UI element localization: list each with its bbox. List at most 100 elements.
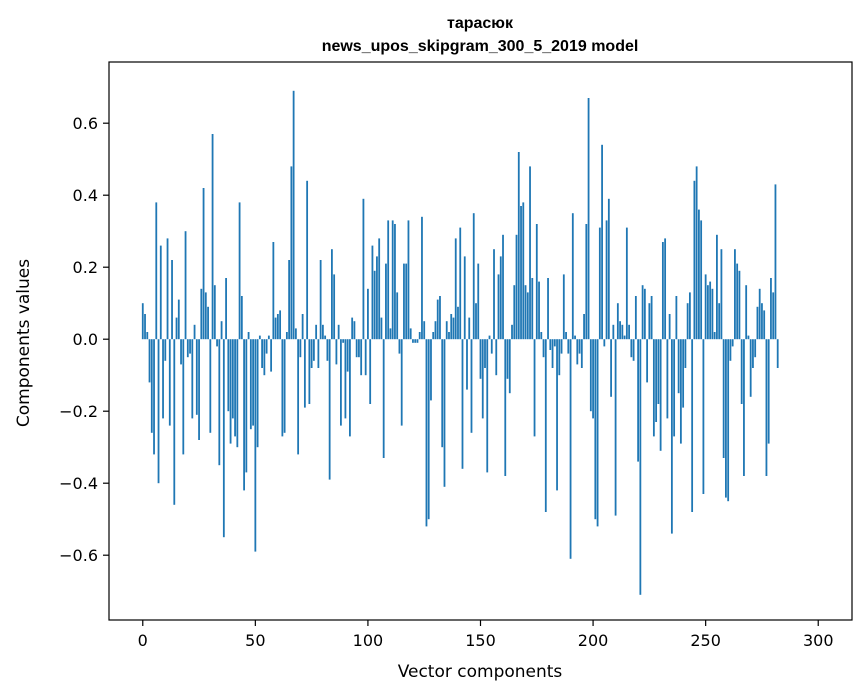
bar-72 bbox=[303, 339, 306, 408]
bar-209 bbox=[612, 324, 615, 340]
bar-263 bbox=[734, 249, 736, 340]
bar-78 bbox=[317, 339, 320, 368]
bar-80 bbox=[321, 324, 324, 340]
bar-246 bbox=[695, 166, 698, 340]
bar-73 bbox=[306, 180, 309, 340]
bar-173 bbox=[531, 278, 534, 340]
x-tick-label: 150 bbox=[465, 631, 496, 650]
bar-181 bbox=[549, 339, 552, 350]
bar-38 bbox=[227, 339, 230, 412]
bar-36 bbox=[222, 339, 225, 538]
bar-90 bbox=[344, 339, 347, 419]
bar-180 bbox=[547, 278, 549, 340]
bar-13 bbox=[171, 260, 173, 340]
bar-200 bbox=[592, 339, 594, 419]
bar-166 bbox=[515, 234, 518, 340]
bar-187 bbox=[562, 274, 565, 340]
bar-261 bbox=[729, 339, 732, 361]
bar-2 bbox=[146, 332, 149, 340]
bar-40 bbox=[231, 339, 234, 419]
bar-106 bbox=[380, 317, 383, 340]
bar-114 bbox=[398, 339, 401, 354]
bar-42 bbox=[236, 339, 239, 448]
bar-277 bbox=[765, 339, 768, 476]
bar-58 bbox=[272, 242, 275, 340]
bar-251 bbox=[707, 285, 709, 340]
bar-21 bbox=[189, 339, 191, 354]
bar-60 bbox=[276, 314, 279, 340]
bar-270 bbox=[749, 339, 752, 397]
bar-252 bbox=[709, 281, 712, 340]
bar-164 bbox=[511, 324, 513, 340]
y-axis-ticks: −0.6 −0.4 −0.2 0.0 0.2 0.4 0.6 bbox=[59, 114, 109, 565]
bar-235 bbox=[670, 339, 673, 534]
bar-34 bbox=[218, 339, 221, 466]
bar-223 bbox=[643, 288, 646, 340]
bar-170 bbox=[524, 285, 527, 340]
bar-104 bbox=[376, 256, 378, 340]
bar-93 bbox=[351, 317, 354, 340]
bar-26 bbox=[200, 288, 203, 340]
bar-226 bbox=[650, 296, 653, 340]
bar-201 bbox=[594, 339, 597, 520]
x-axis-ticks: 0 50 100 150 200 250 300 bbox=[138, 620, 834, 650]
bar-8 bbox=[159, 245, 162, 340]
bar-15 bbox=[175, 317, 178, 340]
bar-120 bbox=[412, 339, 414, 343]
bar-134 bbox=[443, 339, 446, 487]
y-tick-label: −0.2 bbox=[59, 402, 98, 421]
bar-30 bbox=[209, 339, 212, 433]
bar-198 bbox=[587, 98, 590, 340]
bar-231 bbox=[661, 242, 664, 340]
bar-155 bbox=[490, 339, 493, 354]
bar-253 bbox=[711, 288, 714, 340]
bar-154 bbox=[488, 335, 491, 340]
x-tick-label: 200 bbox=[578, 631, 609, 650]
bar-199 bbox=[589, 339, 592, 412]
bar-33 bbox=[216, 339, 218, 347]
bar-95 bbox=[355, 339, 358, 358]
bar-92 bbox=[349, 339, 351, 437]
bar-280 bbox=[772, 292, 775, 340]
bar-37 bbox=[225, 278, 227, 340]
bar-271 bbox=[752, 339, 754, 368]
bar-152 bbox=[484, 339, 486, 368]
bar-84 bbox=[331, 249, 333, 340]
bar-254 bbox=[713, 332, 716, 340]
bar-141 bbox=[459, 227, 462, 340]
bar-131 bbox=[436, 299, 439, 340]
bar-46 bbox=[245, 339, 248, 473]
bar-221 bbox=[639, 339, 642, 595]
bar-279 bbox=[770, 278, 772, 340]
bar-86 bbox=[335, 339, 338, 365]
bar-176 bbox=[538, 281, 540, 340]
bar-111 bbox=[391, 220, 394, 340]
bar-144 bbox=[466, 339, 468, 390]
bar-119 bbox=[409, 328, 412, 340]
bar-12 bbox=[168, 339, 171, 426]
bar-125 bbox=[423, 321, 426, 340]
bar-233 bbox=[666, 339, 669, 419]
bar-59 bbox=[274, 317, 277, 340]
bar-121 bbox=[414, 339, 417, 343]
bar-273 bbox=[756, 306, 759, 340]
bar-88 bbox=[340, 339, 342, 426]
bar-212 bbox=[619, 321, 621, 340]
bar-63 bbox=[283, 339, 286, 433]
bar-158 bbox=[497, 274, 500, 340]
bar-136 bbox=[448, 332, 450, 340]
bar-113 bbox=[396, 292, 399, 340]
bar-138 bbox=[452, 317, 455, 340]
bar-19 bbox=[184, 231, 187, 340]
bar-53 bbox=[261, 339, 263, 368]
bar-89 bbox=[342, 339, 345, 343]
bar-110 bbox=[389, 328, 392, 340]
bar-193 bbox=[576, 339, 579, 365]
bar-101 bbox=[369, 339, 372, 404]
bar-69 bbox=[297, 339, 300, 455]
bar-137 bbox=[450, 314, 453, 340]
bar-282 bbox=[776, 339, 779, 368]
bar-268 bbox=[745, 285, 748, 340]
bar-64 bbox=[285, 332, 288, 340]
